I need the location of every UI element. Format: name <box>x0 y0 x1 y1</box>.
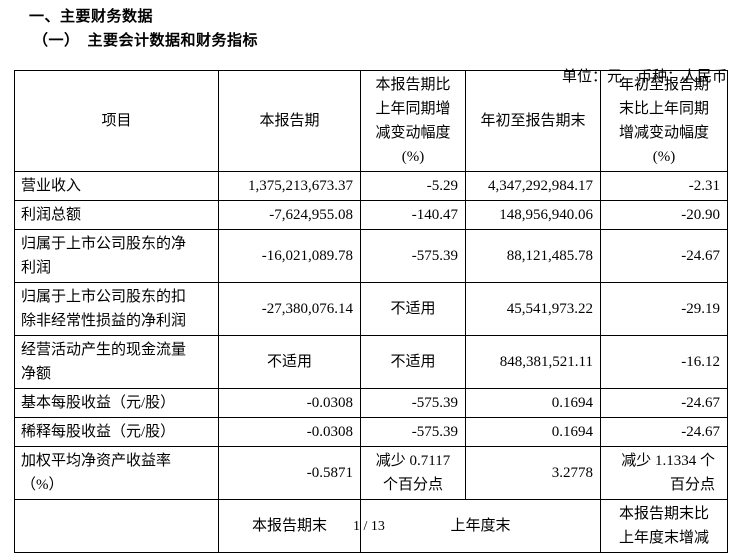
cell-ytd-change: -24.67 <box>600 388 728 418</box>
row-revenue: 营业收入 1,375,213,673.37 -5.29 4,347,292,98… <box>14 171 728 201</box>
cell-current: -0.5871 <box>218 446 361 500</box>
cell-current-change: -5.29 <box>360 171 466 201</box>
cell-current-change: 不适用 <box>360 282 466 336</box>
cell-current: -0.0308 <box>218 388 361 418</box>
cell-ytd-change: -16.12 <box>600 335 728 389</box>
cell-ytd-change: 减少 1.1334 个 百分点 <box>600 446 728 500</box>
row-operating-cash-flow: 经营活动产生的现金流量净额 不适用 不适用 848,381,521.11 -16… <box>14 335 728 389</box>
cell-label: 归属于上市公司股东的扣除非经常性损益的净利润 <box>14 282 219 336</box>
cell-ytd-change: -24.67 <box>600 417 728 447</box>
cell-current: -16,021,089.78 <box>218 229 361 283</box>
cell-current: -0.0308 <box>218 417 361 447</box>
row-weighted-avg-roe: 加权平均净资产收益率（%） -0.5871 减少 0.7117 个百分点 3.2… <box>14 446 728 500</box>
cell-current: -7,624,955.08 <box>218 200 361 230</box>
financial-data-table: 项目 本报告期 本报告期比上年同期增减变动幅度(%) 年初至报告期末 年初至报告… <box>14 70 728 553</box>
cell-ytd: 3.2778 <box>465 446 601 500</box>
cell-label: 经营活动产生的现金流量净额 <box>14 335 219 389</box>
cell-current-change: -575.39 <box>360 417 466 447</box>
cell-label: 归属于上市公司股东的净利润 <box>14 229 219 283</box>
cell-ytd: 45,541,973.22 <box>465 282 601 336</box>
row-total-profit: 利润总额 -7,624,955.08 -140.47 148,956,940.0… <box>14 200 728 230</box>
cell-current: 1,375,213,673.37 <box>218 171 361 201</box>
cell-ytd: 88,121,485.78 <box>465 229 601 283</box>
header-ytd: 年初至报告期末 <box>465 70 601 172</box>
cell-label: 利润总额 <box>14 200 219 230</box>
cell-ytd: 848,381,521.11 <box>465 335 601 389</box>
cell-current-change: -140.47 <box>360 200 466 230</box>
page-title: 一、主要财务数据 <box>29 8 154 25</box>
cell-current-change: -575.39 <box>360 229 466 283</box>
row-diluted-eps: 稀释每股收益（元/股） -0.0308 -575.39 0.1694 -24.6… <box>14 417 728 447</box>
cell-ytd: 0.1694 <box>465 388 601 418</box>
cell-current-change: -575.39 <box>360 388 466 418</box>
cell-ytd: 148,956,940.06 <box>465 200 601 230</box>
row-net-profit-excl-nonrecurring: 归属于上市公司股东的扣除非经常性损益的净利润 -27,380,076.14 不适… <box>14 282 728 336</box>
cell-current: 不适用 <box>218 335 361 389</box>
header-current-period: 本报告期 <box>218 70 361 172</box>
header-project: 项目 <box>14 70 219 172</box>
page-number: 1 / 13 <box>353 519 385 534</box>
cell-label: 加权平均净资产收益率（%） <box>14 446 219 500</box>
cell-ytd-change: -20.90 <box>600 200 728 230</box>
cell-ytd-change: -2.31 <box>600 171 728 201</box>
cell-current: -27,380,076.14 <box>218 282 361 336</box>
cell-label: 基本每股收益（元/股） <box>14 388 219 418</box>
cell-ytd: 0.1694 <box>465 417 601 447</box>
cell-current-change: 减少 0.7117 个百分点 <box>360 446 466 500</box>
table-header-row: 项目 本报告期 本报告期比上年同期增减变动幅度(%) 年初至报告期末 年初至报告… <box>14 70 728 172</box>
cell-ytd: 4,347,292,984.17 <box>465 171 601 201</box>
cell-label: 稀释每股收益（元/股） <box>14 417 219 447</box>
row-basic-eps: 基本每股收益（元/股） -0.0308 -575.39 0.1694 -24.6… <box>14 388 728 418</box>
header-ytd-change: 年初至报告期末比上年同期增减变动幅度(%) <box>600 70 728 172</box>
cell-label: 营业收入 <box>14 171 219 201</box>
cell-ytd-change: -24.67 <box>600 229 728 283</box>
cell-current-change: 不适用 <box>360 335 466 389</box>
header-current-change: 本报告期比上年同期增减变动幅度(%) <box>360 70 466 172</box>
row-net-profit: 归属于上市公司股东的净利润 -16,021,089.78 -575.39 88,… <box>14 229 728 283</box>
cell-ytd-change: -29.19 <box>600 282 728 336</box>
section-subtitle: （一） 主要会计数据和财务指标 <box>33 32 259 49</box>
